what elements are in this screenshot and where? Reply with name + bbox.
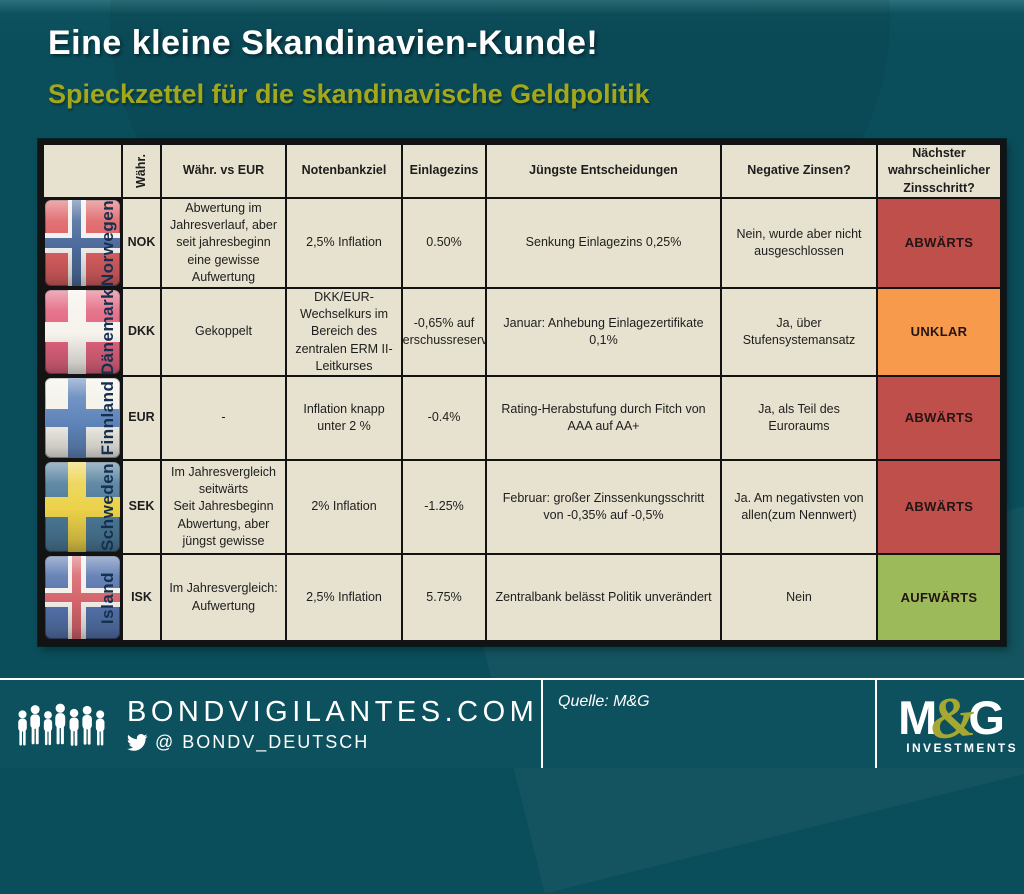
footer-brand-text: BONDVIGILANTES.COM @ BONDV_DEUTSCH: [127, 696, 538, 753]
footer: BONDVIGILANTES.COM @ BONDV_DEUTSCH Quell…: [0, 678, 1024, 768]
column-header-deposit-rate: Einlagezins: [403, 145, 485, 197]
column-header-vs-eur: Währ. vs EUR: [162, 145, 285, 197]
column-header-negative-rates: Negative Zinsen?: [722, 145, 876, 197]
cell-deposit-dkk: -0,65% auf Überschussreserven: [403, 289, 485, 375]
cell-target-dkk: DKK/EUR-Wechselkurs im Bereich des zentr…: [287, 289, 401, 375]
site-name: BONDVIGILANTES.COM: [127, 695, 539, 728]
people-silhouettes-icon: [16, 693, 114, 755]
country-label-schweden: Schweden: [97, 462, 117, 552]
status-badge-nok: ABWÄRTS: [878, 199, 1000, 287]
status-badge-eur: ABWÄRTS: [878, 377, 1000, 459]
cell-deposit-eur: -0.4%: [403, 377, 485, 459]
status-badge-dkk: UNKLAR: [878, 289, 1000, 375]
country-label-daenemark: Dänemark: [97, 289, 117, 375]
status-badge-isk: AUFWÄRTS: [878, 555, 1000, 640]
sweden-flag-icon: [45, 462, 120, 552]
column-header-target: Notenbankziel: [287, 145, 401, 197]
twitter-handle: @ BONDV_DEUTSCH: [155, 731, 370, 752]
iceland-flag-icon: [45, 556, 120, 639]
cell-recent-dkk: Januar: Anhebung Einlagezertifikate 0,1%: [487, 289, 720, 375]
cell-currency-nok: NOK: [123, 199, 160, 287]
cell-negative-nok: Nein, wurde aber nicht ausgeschlossen: [722, 199, 876, 287]
cell-recent-eur: Rating-Herabstufung durch Fitch von AAA …: [487, 377, 720, 459]
mg-logo-m: M: [898, 691, 937, 745]
country-label-finnland: Finnland: [97, 380, 117, 456]
mg-logo: M & G: [898, 683, 1005, 753]
page-title: Eine kleine Skandinavien-Kunde!: [48, 24, 599, 62]
footer-source-section: Quelle: M&G: [543, 680, 877, 768]
cell-currency-isk: ISK: [123, 555, 160, 640]
cell-recent-nok: Senkung Einlagezins 0,25%: [487, 199, 720, 287]
cell-recent-sek: Februar: großer Zinssenkungsschritt von …: [487, 461, 720, 553]
denmark-flag-icon: [45, 290, 120, 374]
twitter-line: @ BONDV_DEUTSCH: [127, 732, 538, 753]
flag-norwegen: Norwegen: [44, 199, 121, 287]
finland-flag-icon: [45, 378, 120, 458]
status-badge-sek: ABWÄRTS: [878, 461, 1000, 553]
cell-vs-eur-eur: -: [162, 377, 285, 459]
twitter-bird-icon: [127, 733, 148, 751]
column-header-next-step: Nächster wahrscheinlicher Zinsschritt?: [878, 145, 1000, 197]
country-label-norwegen: Norwegen: [97, 199, 117, 287]
cell-negative-isk: Nein: [722, 555, 876, 640]
cell-vs-eur-isk: Im Jahresvergleich: Aufwertung: [162, 555, 285, 640]
policy-table: Währ. Währ. vs EUR Notenbankziel Einlage…: [38, 139, 1006, 646]
source-note: Quelle: M&G: [558, 693, 650, 710]
cell-deposit-isk: 5.75%: [403, 555, 485, 640]
flag-schweden: Schweden: [44, 461, 121, 553]
cell-deposit-sek: -1.25%: [403, 461, 485, 553]
cell-target-sek: 2% Inflation: [287, 461, 401, 553]
cell-target-eur: Inflation knapp unter 2 %: [287, 377, 401, 459]
mg-investments-label: INVESTMENTS: [906, 740, 1018, 755]
cell-vs-eur-dkk: Gekoppelt: [162, 289, 285, 375]
cell-target-nok: 2,5% Inflation: [287, 199, 401, 287]
cell-negative-dkk: Ja, über Stufensystemansatz: [722, 289, 876, 375]
column-header-currency: Währ.: [123, 145, 160, 197]
cell-currency-eur: EUR: [123, 377, 160, 459]
column-header-recent-decisions: Jüngste Entscheidungen: [487, 145, 720, 197]
cell-vs-eur-nok: Abwertung im Jahresverlauf, aber seit ja…: [162, 199, 285, 287]
corner-cell: [44, 145, 121, 197]
footer-brand-section: BONDVIGILANTES.COM @ BONDV_DEUTSCH: [0, 680, 543, 768]
flag-finnland: Finnland: [44, 377, 121, 459]
flag-daenemark: Dänemark: [44, 289, 121, 375]
country-label-island: Island: [97, 571, 117, 624]
cell-recent-isk: Zentralbank belässt Politik unverändert: [487, 555, 720, 640]
cell-currency-sek: SEK: [123, 461, 160, 553]
mg-logo-g: G: [968, 691, 1005, 745]
norway-flag-icon: [45, 200, 120, 286]
page-subtitle: Spieckzettel für die skandinavische Geld…: [48, 79, 650, 109]
cell-currency-dkk: DKK: [123, 289, 160, 375]
slide: Eine kleine Skandinavien-Kunde! Spieckze…: [0, 0, 1024, 768]
mg-logo-ampersand: &: [926, 683, 977, 753]
cell-deposit-nok: 0.50%: [403, 199, 485, 287]
flag-island: Island: [44, 555, 121, 640]
cell-negative-sek: Ja. Am negativsten von allen(zum Nennwer…: [722, 461, 876, 553]
cell-negative-eur: Ja, als Teil des Euroraums: [722, 377, 876, 459]
cell-vs-eur-sek: Im Jahresvergleich seitwärts Seit Jahres…: [162, 461, 285, 553]
footer-logo-section: M & G INVESTMENTS: [877, 680, 1024, 768]
cell-target-isk: 2,5% Inflation: [287, 555, 401, 640]
